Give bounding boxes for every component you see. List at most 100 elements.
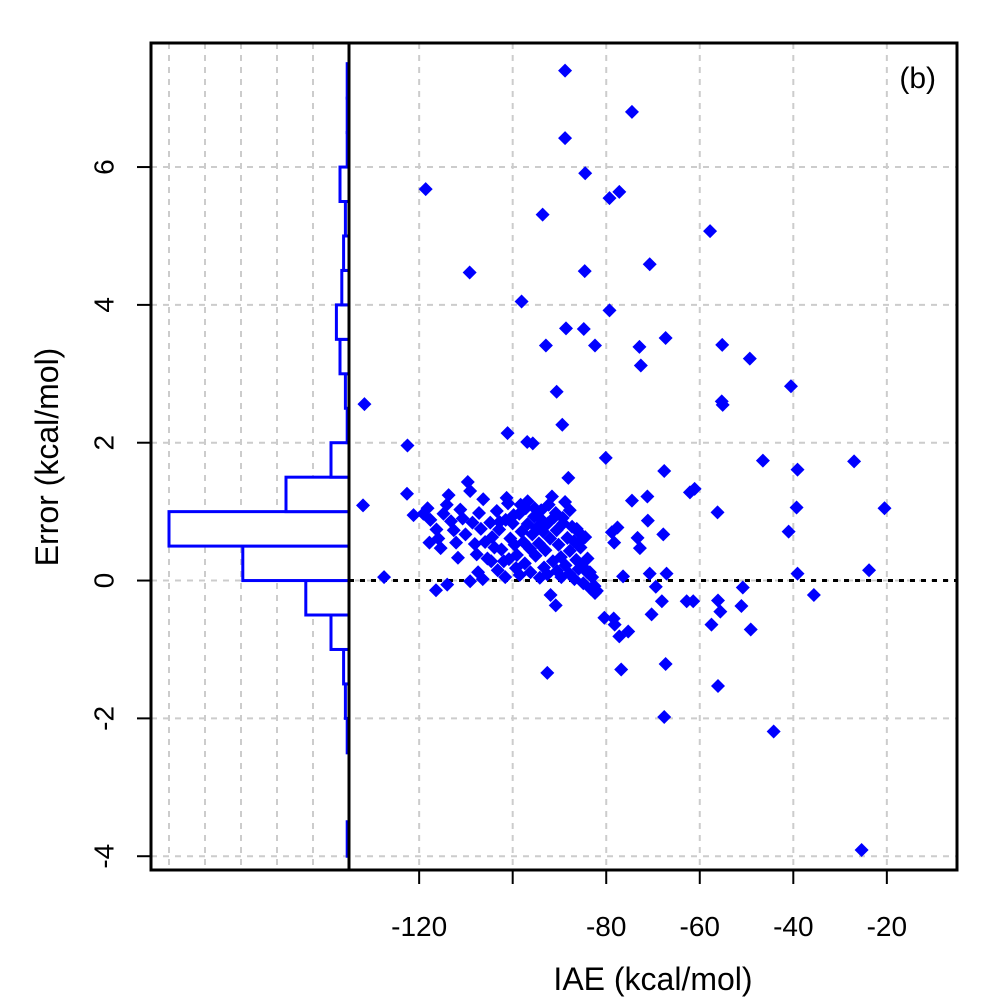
error-histogram bbox=[167, 62, 351, 858]
data-point bbox=[512, 568, 527, 583]
data-point bbox=[632, 541, 647, 556]
y-tick-label: 4 bbox=[88, 297, 119, 313]
data-point bbox=[462, 265, 477, 280]
data-point bbox=[687, 481, 702, 496]
data-point bbox=[501, 552, 516, 567]
data-point bbox=[642, 257, 657, 272]
data-point bbox=[357, 397, 372, 412]
data-point bbox=[713, 604, 728, 619]
data-point bbox=[562, 503, 577, 518]
data-point bbox=[514, 294, 529, 309]
data-point bbox=[453, 502, 468, 517]
data-point bbox=[640, 489, 655, 504]
data-point bbox=[580, 551, 595, 566]
data-point bbox=[517, 556, 532, 571]
data-point bbox=[656, 527, 671, 542]
data-point bbox=[538, 543, 553, 558]
data-point bbox=[492, 514, 507, 529]
x-tick-label: -120 bbox=[391, 911, 447, 942]
data-point bbox=[485, 530, 500, 545]
data-point bbox=[500, 426, 515, 441]
data-point bbox=[659, 566, 674, 581]
data-point bbox=[735, 580, 750, 595]
data-point bbox=[644, 607, 659, 622]
data-point bbox=[569, 521, 584, 536]
x-tick-label: -40 bbox=[773, 911, 813, 942]
data-point bbox=[446, 523, 461, 538]
data-point bbox=[614, 662, 629, 677]
data-point bbox=[484, 554, 499, 569]
data-point bbox=[499, 490, 514, 505]
y-axis-label: Error (kcal/mol) bbox=[29, 348, 65, 567]
data-point bbox=[418, 182, 433, 197]
data-point bbox=[463, 574, 478, 589]
data-point bbox=[612, 184, 627, 199]
data-point bbox=[538, 338, 553, 353]
data-point bbox=[711, 678, 726, 693]
data-point bbox=[604, 525, 619, 540]
data-point bbox=[399, 486, 414, 501]
data-point bbox=[580, 565, 595, 580]
data-point bbox=[715, 397, 730, 412]
data-point bbox=[602, 191, 617, 206]
data-point bbox=[548, 598, 563, 613]
data-point bbox=[528, 548, 543, 563]
data-point bbox=[789, 500, 804, 515]
data-point bbox=[703, 224, 718, 239]
data-point bbox=[559, 321, 574, 336]
data-point bbox=[433, 541, 448, 556]
data-point bbox=[743, 622, 758, 637]
data-point bbox=[640, 513, 655, 528]
data-point bbox=[572, 535, 587, 550]
data-point bbox=[624, 493, 639, 508]
data-point bbox=[642, 566, 657, 581]
data-point bbox=[715, 337, 730, 352]
data-point bbox=[543, 588, 558, 603]
histogram-bar bbox=[284, 475, 351, 514]
data-point bbox=[506, 508, 521, 523]
y-tick-label: -4 bbox=[88, 844, 119, 869]
data-point bbox=[658, 656, 673, 671]
x-tick-label: -20 bbox=[867, 911, 907, 942]
data-point bbox=[494, 542, 509, 557]
data-point bbox=[742, 351, 757, 366]
x-axis-label: IAE (kcal/mol) bbox=[553, 961, 752, 997]
data-point bbox=[465, 515, 480, 530]
y-tick-label: 2 bbox=[88, 435, 119, 451]
histogram-bar bbox=[334, 303, 351, 341]
data-point bbox=[458, 527, 473, 542]
data-point bbox=[535, 207, 550, 222]
data-point bbox=[406, 508, 421, 523]
data-point bbox=[400, 438, 415, 453]
data-point bbox=[377, 570, 392, 585]
data-point bbox=[657, 463, 672, 478]
data-point bbox=[472, 506, 487, 521]
data-point bbox=[576, 322, 591, 337]
data-point bbox=[473, 521, 488, 536]
data-point bbox=[704, 617, 719, 632]
plot-frame bbox=[149, 41, 959, 872]
data-point bbox=[877, 501, 892, 516]
data-point bbox=[356, 498, 371, 513]
data-point bbox=[490, 563, 505, 578]
data-point bbox=[555, 417, 570, 432]
data-point bbox=[612, 629, 627, 644]
data-point bbox=[598, 450, 613, 465]
data-point bbox=[549, 384, 564, 399]
data-point bbox=[597, 610, 612, 625]
data-point bbox=[633, 358, 648, 373]
data-point bbox=[658, 330, 673, 345]
data-point bbox=[561, 470, 576, 485]
plot-border bbox=[149, 41, 959, 872]
histogram-bar bbox=[329, 613, 351, 651]
data-point bbox=[551, 537, 566, 552]
x-tick-label: -60 bbox=[680, 911, 720, 942]
data-point bbox=[476, 492, 491, 507]
data-point bbox=[781, 524, 796, 539]
grid-lines bbox=[151, 43, 957, 870]
data-point bbox=[422, 535, 437, 550]
data-point bbox=[578, 166, 593, 181]
data-point bbox=[854, 843, 869, 858]
data-point bbox=[505, 516, 520, 531]
data-point bbox=[790, 566, 805, 581]
